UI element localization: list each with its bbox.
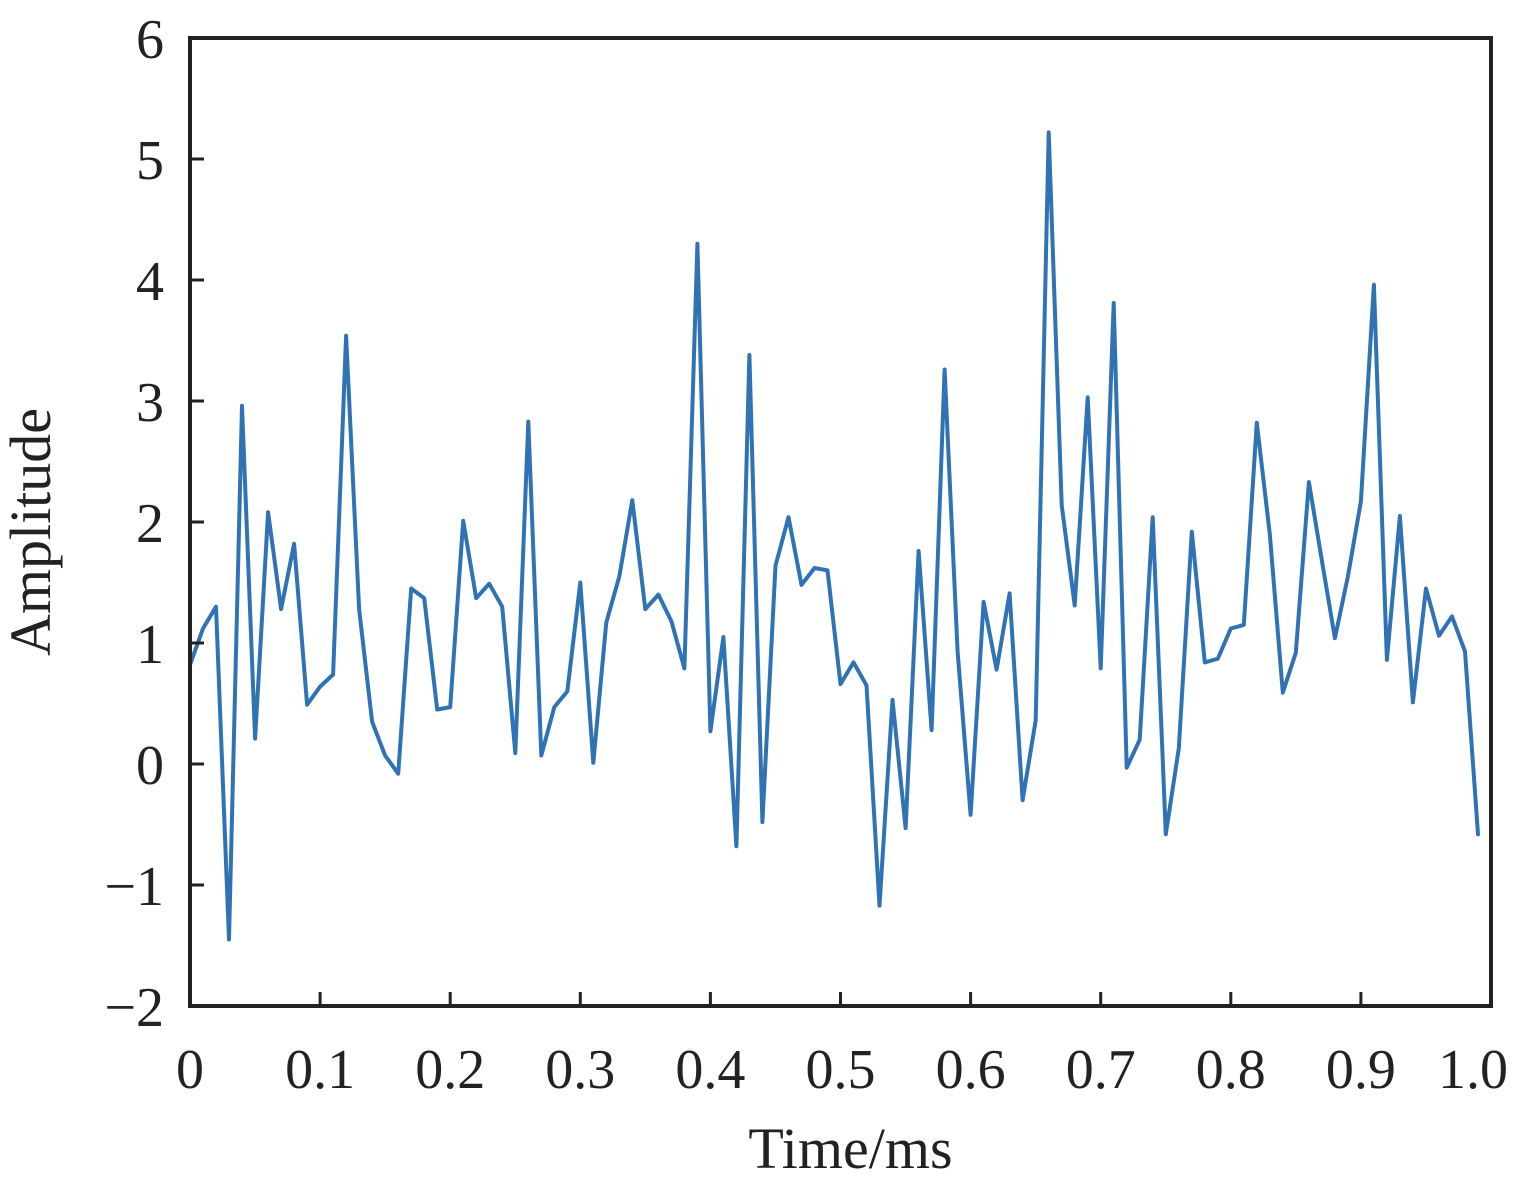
x-tick-label: 0.3 bbox=[545, 1039, 615, 1101]
y-tick-label: 2 bbox=[136, 493, 164, 555]
series-line bbox=[188, 130, 1480, 942]
y-axis-label: Amplitude bbox=[0, 408, 63, 656]
x-tick-label: 0 bbox=[176, 1039, 204, 1101]
x-tick-label: 0.5 bbox=[806, 1039, 876, 1101]
plot-area bbox=[188, 130, 1480, 942]
x-tick-label: 0.2 bbox=[415, 1039, 485, 1101]
y-tick-label: 1 bbox=[136, 614, 164, 676]
y-tick-label: −1 bbox=[104, 856, 164, 918]
plot-frame bbox=[188, 36, 1493, 1008]
y-tick-label: 4 bbox=[136, 251, 164, 313]
x-tick-label: 0.1 bbox=[285, 1039, 355, 1101]
y-tick-label: 3 bbox=[136, 372, 164, 434]
x-axis: 0 0.1 0.2 0.3 0.4 0.5 0.6 0.7 0.8 0.9 1.0 bbox=[176, 992, 1508, 1101]
y-axis: −2 −1 0 1 2 3 4 5 6 bbox=[104, 9, 204, 1039]
x-tick-label: 0.4 bbox=[675, 1039, 745, 1101]
y-tick-label: 6 bbox=[136, 9, 164, 71]
x-tick-label: 0.9 bbox=[1326, 1039, 1396, 1101]
x-tick-label: 0.8 bbox=[1196, 1039, 1266, 1101]
x-tick-label: 0.7 bbox=[1066, 1039, 1136, 1101]
y-tick-label: −2 bbox=[104, 977, 164, 1039]
x-axis-label: Time/ms bbox=[748, 1116, 952, 1181]
y-tick-label: 5 bbox=[136, 130, 164, 192]
x-tick-label: 1.0 bbox=[1438, 1039, 1508, 1101]
x-tick-label: 0.6 bbox=[936, 1039, 1006, 1101]
y-tick-label: 0 bbox=[136, 735, 164, 797]
